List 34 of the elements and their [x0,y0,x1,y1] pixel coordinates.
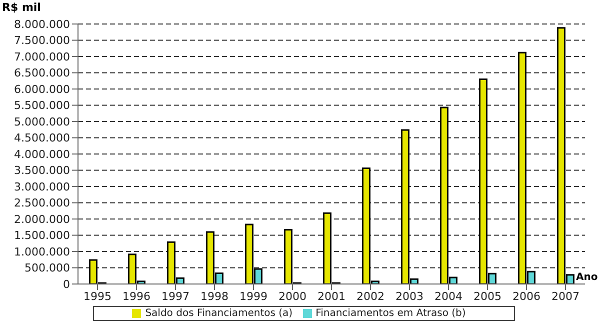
x-tick-label: 2002 [356,290,384,303]
y-tick-label: 2.500.000 [14,196,70,210]
x-tick-label: 1998 [200,290,228,303]
x-tick-label: 2005 [474,290,502,303]
x-tick-label: 2000 [278,290,306,303]
y-tick-label: 3.500.000 [14,164,70,178]
y-tick-label: 5.000.000 [14,115,70,128]
y-tick-label: 500.000 [24,262,70,275]
x-tick-label: 1996 [122,290,150,303]
legend-label: Financiamentos em Atraso (b) [316,308,466,319]
y-tick-label: 1.000.000 [14,245,70,258]
x-tick-label: 2004 [434,290,462,303]
x-tick-label: 1995 [84,290,112,303]
y-tick-label: 1.500.000 [14,229,70,242]
y-tick-label: 6.500.000 [14,66,70,80]
x-tick-label: 2001 [318,290,346,303]
y-tick-label: 4.000.000 [14,148,70,161]
y-tick-label: 5.500.000 [14,99,70,112]
y-tick-label: 8.000.000 [14,18,70,31]
x-axis-title: Ano [576,272,598,283]
y-axis-title: R$ mil [2,1,41,14]
y-tick-label: 2.000.000 [14,212,70,226]
y-tick-label: 7.500.000 [14,34,70,48]
legend-label: Saldo dos Financiamentos (a) [145,308,293,319]
y-tick-label: 3.000.000 [14,180,70,194]
x-tick-label: 1997 [162,290,190,303]
x-tick-label: 2007 [552,290,580,303]
x-tick-label: 2006 [512,290,540,303]
y-tick-label: 4.500.000 [14,132,70,145]
y-tick-label: 7.000.000 [14,50,70,64]
y-tick-label: 0 [63,278,70,291]
x-tick-label: 2003 [396,290,424,303]
x-tick-label: 1999 [240,290,268,303]
y-tick-label: 6.000.000 [14,82,70,96]
